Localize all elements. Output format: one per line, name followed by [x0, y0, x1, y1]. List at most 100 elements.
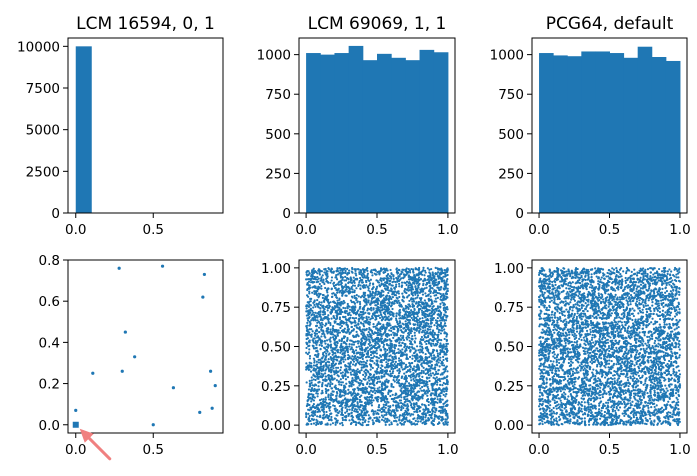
scatter-point	[426, 347, 429, 350]
scatter-point	[338, 280, 341, 283]
scatter-point	[388, 282, 392, 285]
scatter-point	[343, 347, 346, 350]
scatter-point	[348, 317, 351, 321]
scatter-point	[385, 397, 388, 400]
scatter-point	[440, 278, 443, 282]
scatter-point	[401, 299, 404, 302]
scatter-point	[335, 344, 338, 347]
histogram-bar	[334, 53, 350, 213]
scatter-point	[388, 409, 391, 412]
scatter-point	[323, 299, 326, 302]
scatter-point	[405, 336, 408, 340]
scatter-point	[401, 348, 404, 351]
scatter-point	[358, 318, 361, 321]
scatter-point	[405, 291, 408, 295]
scatter-point	[305, 368, 308, 371]
scatter-point	[407, 267, 410, 271]
scatter-point	[312, 337, 315, 340]
scatter-point	[411, 367, 414, 370]
scatter-point	[327, 382, 330, 385]
scatter-point	[364, 276, 368, 279]
scatter-point	[312, 378, 315, 381]
scatter-point	[439, 324, 442, 328]
scatter-point	[446, 416, 449, 419]
axes-frame	[67, 259, 224, 434]
scatter-point	[378, 295, 381, 298]
scatter-point	[384, 350, 387, 353]
scatter-point	[356, 401, 359, 404]
scatter-point	[441, 301, 444, 304]
scatter-point	[437, 338, 440, 342]
scatter-point	[443, 294, 446, 297]
scatter-point	[413, 405, 416, 409]
scatter-point	[380, 361, 383, 364]
scatter-point	[384, 423, 387, 426]
scatter-point	[338, 291, 341, 294]
scatter-point	[420, 345, 424, 349]
scatter-point	[354, 408, 357, 411]
scatter-point	[385, 411, 388, 414]
scatter-point	[383, 268, 387, 272]
scatter-point	[427, 315, 430, 318]
scatter-point	[437, 281, 440, 284]
scatter-point	[354, 296, 358, 300]
scatter-point	[367, 335, 370, 338]
scatter-point	[419, 277, 423, 281]
scatter-point	[430, 299, 433, 302]
scatter-point	[345, 323, 348, 326]
scatter-point	[330, 387, 334, 390]
scatter-point	[314, 305, 317, 308]
scatter-point	[316, 365, 319, 368]
scatter-point	[414, 297, 417, 300]
scatter-point	[347, 272, 351, 275]
scatter-point	[317, 361, 320, 364]
scatter-point	[351, 284, 355, 287]
scatter-point	[346, 290, 350, 293]
scatter-point	[307, 280, 311, 283]
scatter-point	[341, 356, 344, 359]
scatter-point	[362, 409, 365, 412]
scatter-point	[380, 364, 383, 367]
scatter-point	[364, 391, 367, 394]
scatter-point	[416, 305, 419, 308]
scatter-point	[371, 378, 374, 381]
scatter-point	[434, 273, 437, 276]
scatter-point	[426, 335, 430, 339]
scatter-point	[310, 393, 313, 396]
scatter-point	[354, 423, 358, 426]
y-tick-label: 0.6	[39, 294, 60, 310]
scatter-point	[376, 302, 380, 306]
scatter-point	[310, 400, 313, 403]
scatter-point	[359, 269, 363, 272]
scatter-point	[351, 305, 354, 308]
scatter-point	[337, 411, 340, 415]
scatter-point	[324, 375, 328, 378]
scatter-point	[388, 303, 391, 307]
scatter-point	[404, 322, 407, 326]
y-tick-label: 750	[265, 87, 291, 103]
scatter-point	[420, 309, 424, 312]
scatter-point	[441, 364, 444, 367]
scatter-point	[340, 302, 344, 305]
scatter-point	[352, 276, 355, 279]
scatter-point	[405, 273, 408, 276]
scatter-point	[357, 345, 361, 348]
scatter-point	[366, 272, 370, 275]
histogram-bar	[433, 52, 449, 213]
scatter-point	[428, 389, 431, 393]
scatter-point	[429, 275, 432, 279]
scatter-point	[407, 275, 410, 278]
scatter-point	[436, 327, 439, 330]
scatter-point	[446, 370, 449, 373]
scatter-point	[376, 377, 379, 381]
scatter-point	[419, 340, 422, 343]
scatter-point	[398, 406, 401, 409]
scatter-point	[375, 273, 378, 276]
scatter-point	[355, 287, 358, 290]
scatter-point	[395, 333, 399, 336]
scatter-point	[364, 388, 368, 391]
scatter-point	[310, 379, 313, 382]
scatter-point	[343, 351, 346, 355]
scatter-point	[338, 318, 342, 321]
scatter-point	[422, 326, 425, 330]
